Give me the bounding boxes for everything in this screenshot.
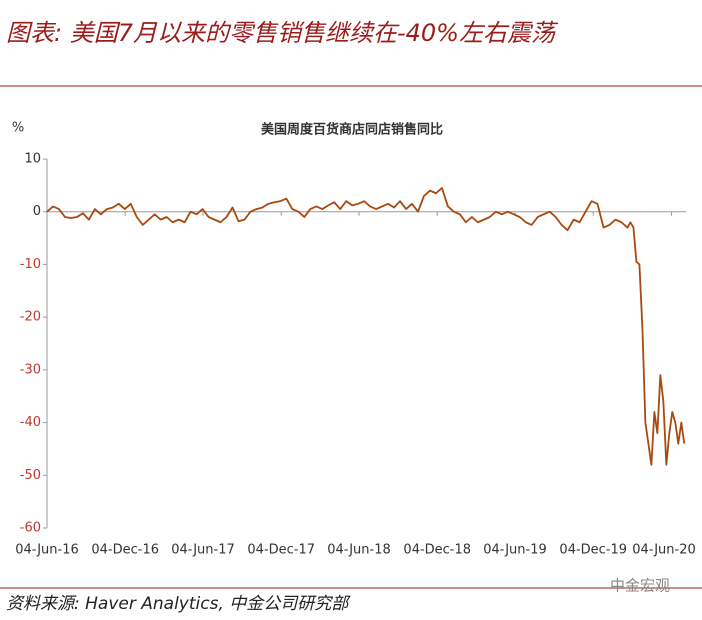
y-tick-label: -20: [20, 310, 41, 325]
x-tick-label: 04-Dec-19: [559, 543, 627, 558]
y-tick-label: -60: [20, 521, 41, 536]
y-tick-label: -50: [20, 468, 41, 483]
x-tick-label: 04-Jun-20: [632, 543, 696, 558]
y-tick-label: -40: [20, 415, 41, 430]
x-tick-label: 04-Jun-19: [483, 543, 547, 558]
y-tick-label: -30: [20, 362, 41, 377]
x-tick-label: 04-Jun-17: [171, 543, 235, 558]
y-tick-label: 10: [24, 152, 41, 167]
watermark: 中金宏观: [610, 577, 670, 595]
x-tick-label: 04-Jun-16: [15, 543, 79, 558]
y-tick-label: -10: [20, 257, 41, 272]
page-header: 图表: 美国7月以来的零售销售继续在-40%左右震荡: [6, 19, 559, 47]
data-line: [46, 187, 686, 466]
chart-title: 美国周度百货商店同店销售同比: [261, 122, 443, 138]
y-axis-label: %: [12, 121, 24, 136]
source-note: 资料来源: Haver Analytics, 中金公司研究部: [6, 594, 351, 614]
x-tick-label: 04-Dec-16: [91, 543, 159, 558]
x-tick-label: 04-Dec-18: [403, 543, 471, 558]
y-tick-label: 0: [33, 204, 41, 219]
x-tick-label: 04-Jun-18: [327, 543, 391, 558]
x-tick-label: 04-Dec-17: [247, 543, 315, 558]
